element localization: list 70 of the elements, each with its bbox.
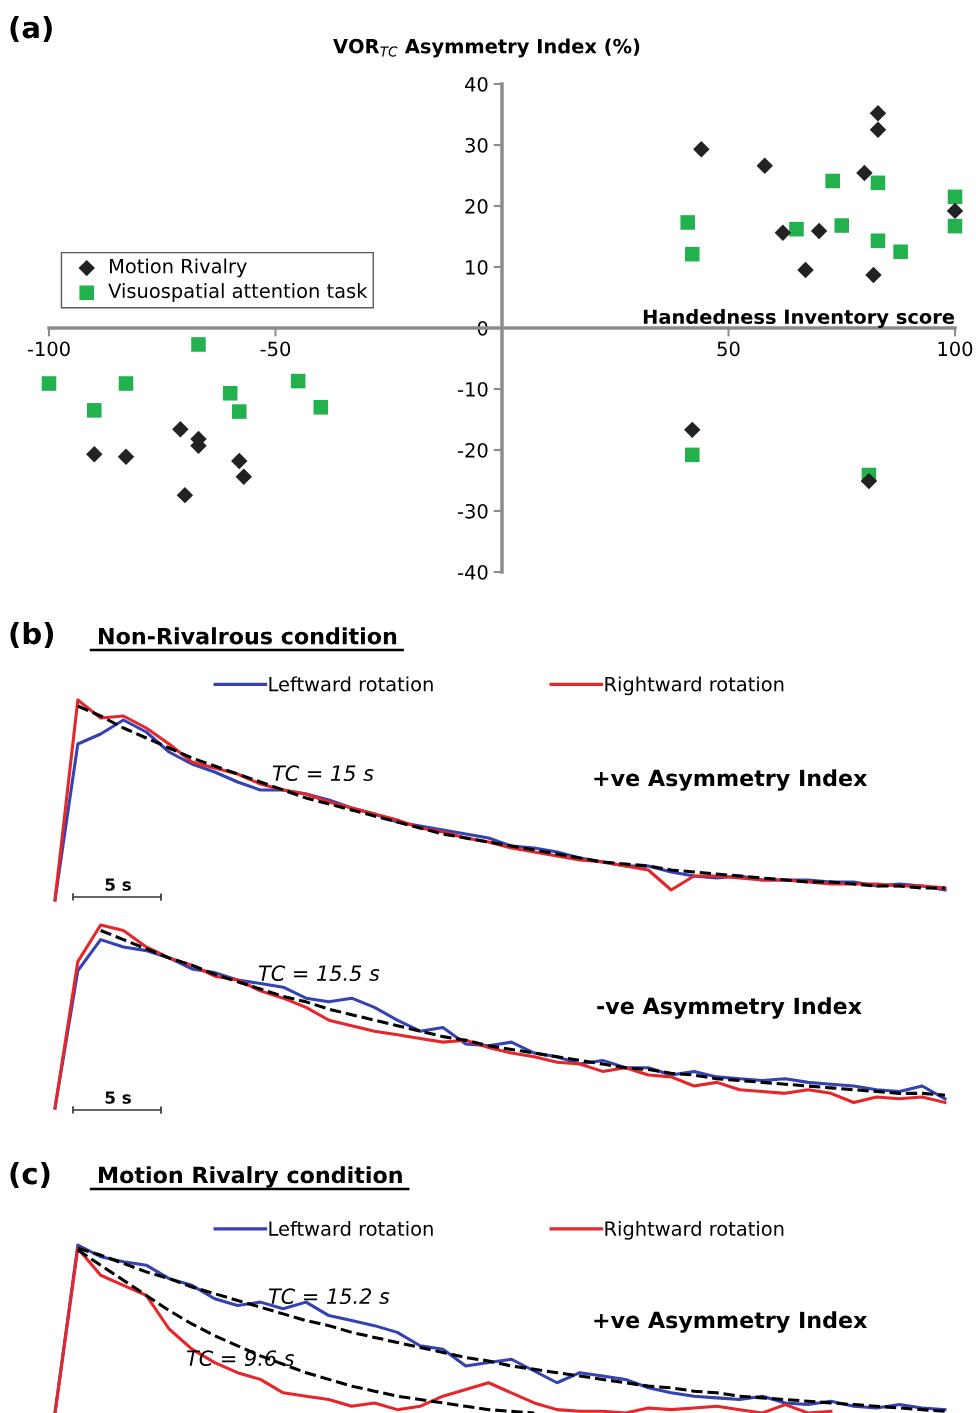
point	[774, 224, 792, 242]
legend-label: Rightward rotation	[605, 1220, 784, 1240]
point	[856, 164, 873, 182]
point	[680, 215, 696, 230]
annotation: TC = 15 s	[272, 765, 374, 782]
text: (b)	[10, 621, 54, 648]
annotation: +ve Asymmetry Index	[594, 1311, 868, 1333]
text: (a)	[10, 15, 52, 42]
chart-title: Motion Rivalry condition	[99, 1166, 402, 1188]
point	[825, 173, 840, 189]
point	[172, 421, 189, 438]
y-tick-label: -30	[458, 503, 488, 519]
point	[118, 376, 134, 391]
y-tick-label: 10	[466, 259, 488, 275]
legend-label: Leftward rotation	[269, 1220, 433, 1236]
x-tick-label: -50	[260, 341, 291, 357]
point	[946, 202, 964, 220]
annotation: 5 s	[105, 878, 131, 891]
annotation: -ve Asymmetry Index	[597, 997, 862, 1019]
point	[756, 157, 773, 174]
point	[231, 404, 247, 419]
point	[684, 246, 700, 262]
text: (c)	[10, 1161, 50, 1188]
point	[893, 244, 908, 260]
annotation: TC = 15.5 s	[258, 965, 380, 982]
chart-title: Non-Rivalrous condition	[99, 627, 397, 645]
y-tick-label: -40	[458, 564, 488, 580]
legend-label: Motion Rivalry	[110, 258, 247, 278]
point	[41, 376, 57, 391]
point	[869, 121, 887, 138]
point	[947, 189, 963, 205]
y-tick-label: -10	[458, 381, 488, 397]
x-tick-label: 50	[717, 341, 740, 357]
point	[870, 233, 886, 249]
x-axis-title: Handedness Inventory score	[643, 309, 955, 328]
x-tick-label: -100	[27, 341, 70, 357]
point	[797, 261, 814, 279]
legend-label: Visuospatial attention task	[108, 283, 368, 302]
y-axis-title: VOR$_{TC}$ Asymmetry Index (%)	[333, 38, 640, 58]
point	[191, 337, 206, 352]
legend-label: Leftward rotation	[269, 676, 433, 692]
point	[290, 373, 306, 389]
point	[222, 385, 238, 401]
y-tick-label: -20	[458, 442, 488, 458]
point	[860, 472, 878, 490]
point	[865, 266, 882, 284]
point	[117, 448, 135, 465]
point	[87, 403, 102, 418]
point	[231, 452, 248, 470]
legend-label: Rightward rotation	[605, 676, 784, 696]
x-tick-label: 100	[938, 341, 973, 357]
point	[834, 218, 850, 233]
point	[86, 446, 103, 463]
y-tick-label: 20	[465, 198, 488, 214]
point	[789, 221, 804, 237]
annotation: TC = 15.2 s	[268, 1288, 390, 1305]
point	[869, 105, 887, 122]
point	[870, 175, 886, 191]
point	[176, 486, 194, 504]
annotation: +ve Asymmetry Index	[594, 769, 868, 791]
point	[235, 468, 253, 486]
point	[810, 222, 828, 240]
point	[684, 421, 701, 439]
point	[684, 447, 700, 463]
point	[947, 218, 963, 234]
y-tick-label: 30	[465, 137, 488, 153]
point	[313, 400, 329, 415]
y-tick-label: 40	[465, 76, 488, 92]
annotation: 5 s	[105, 1091, 131, 1104]
point	[693, 141, 710, 158]
